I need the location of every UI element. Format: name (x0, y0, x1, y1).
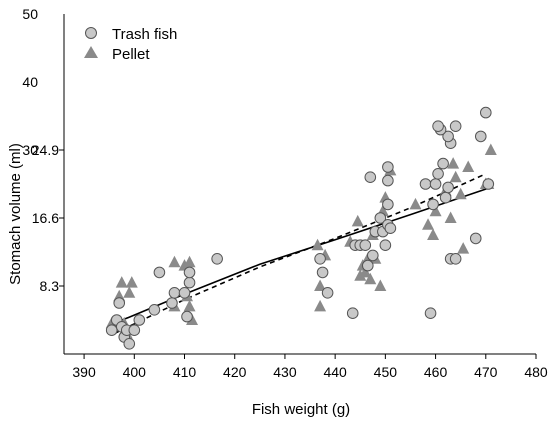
pellet-point (354, 269, 367, 281)
pellet-point (409, 197, 422, 210)
pellet-point (168, 255, 181, 268)
trash-fish-point (482, 178, 495, 190)
trash-fish-point (166, 297, 178, 309)
pellet-point (311, 238, 324, 251)
pellet-point (359, 265, 372, 278)
pellet-point (115, 276, 128, 288)
trash-fish-point (128, 324, 141, 337)
pellet-point (422, 218, 435, 230)
pellet-point (484, 143, 497, 155)
trash-fish-point (432, 168, 444, 180)
pellet-point (449, 170, 462, 183)
trash-fish-point (321, 287, 334, 299)
trash-fish-point (133, 314, 146, 326)
legend-marker-trash-fish (85, 27, 97, 39)
trash-fish-point (153, 266, 166, 279)
trash-fish-point (316, 266, 329, 279)
legend-marker-pellet (84, 46, 98, 58)
trash-fish-point (211, 252, 223, 265)
pellet-point (125, 276, 138, 288)
trash-fish-point (474, 130, 487, 143)
trash-fish-point (479, 106, 492, 119)
trash-fish-point (427, 198, 439, 211)
trash-fish-point (359, 239, 372, 251)
x-tick-label: 400 (123, 364, 147, 380)
trash-fish-point (314, 252, 326, 265)
pellet-point (351, 214, 364, 227)
trash-fish-point (419, 178, 432, 190)
trash-fish-point (123, 338, 136, 350)
legend-label-trash-fish: Trash fish (112, 26, 177, 43)
legend: Trash fish Pellet (84, 26, 177, 63)
x-tick-label: 460 (424, 364, 448, 380)
pellet-point (429, 204, 442, 217)
trash-fish-point (424, 307, 437, 320)
trash-fish-point (449, 120, 462, 132)
trash-fish-point (432, 120, 444, 132)
trash-fish-point (382, 161, 394, 173)
trash-fish-point (183, 276, 196, 289)
trash-fish-point (364, 171, 377, 183)
trash-fish-point (429, 178, 442, 190)
pellet-point (462, 160, 475, 172)
pellet-point (447, 157, 460, 169)
trash-fish-point (439, 191, 452, 204)
y-tick-label-outer: 50 (22, 6, 38, 22)
trash-fish-point (346, 307, 359, 320)
pellet-point (314, 279, 327, 291)
trash-fish-point (105, 324, 118, 337)
trash-fish-point (469, 232, 482, 245)
trash-fish-point (367, 249, 379, 262)
pellet-point (454, 187, 467, 200)
legend-label-pellet: Pellet (112, 46, 150, 63)
trash-fish-point (113, 297, 126, 309)
y-tick-label-inner: 8.3 (40, 278, 60, 294)
pellet-point (123, 286, 136, 298)
pellet-point (374, 279, 387, 291)
trash-fish-point (178, 287, 191, 299)
trash-fish-point (183, 266, 196, 279)
pellet-point (457, 242, 470, 254)
y-tick-label-inner: 24.9 (32, 142, 59, 158)
y-tick-label-inner: 16.6 (32, 210, 59, 226)
pellet-point (427, 228, 440, 240)
trash-fish-point (382, 174, 394, 187)
trash-fish-point (382, 198, 394, 211)
trash-fish-point (437, 157, 449, 170)
x-tick-label: 420 (223, 364, 247, 380)
trash-fish-point (361, 259, 374, 272)
trash-fish-point (442, 181, 454, 194)
y-tick-label-outer: 30 (22, 142, 38, 158)
pellet-point (314, 299, 327, 312)
pellet-point (183, 255, 196, 268)
trash-fish-point (379, 239, 392, 251)
y-tick-label-outer: 40 (22, 74, 38, 90)
trash-fish-point (148, 304, 161, 316)
trash-fish-point (181, 310, 193, 323)
trash-fish-point (384, 222, 397, 234)
x-tick-label: 480 (524, 364, 548, 380)
x-tick-label: 410 (173, 364, 197, 380)
trash-fish-point (374, 212, 387, 224)
pellet-point (364, 272, 377, 285)
x-tick-label: 450 (374, 364, 398, 380)
y-axis-title: Stomach volume (ml) (7, 143, 24, 285)
pellet-point (444, 211, 457, 223)
x-tick-label: 470 (474, 364, 498, 380)
trash-fish-point (442, 130, 454, 143)
pellet-point (183, 299, 196, 312)
x-tick-label: 430 (273, 364, 297, 380)
trash-fish-point (168, 287, 181, 299)
x-axis-title: Fish weight (g) (252, 401, 350, 418)
plot-area (105, 106, 497, 350)
axes: 390 400 410 420 430 440 450 460 470 480 50 40 3024.9… (22, 6, 547, 380)
trash-fish-point (449, 252, 462, 265)
x-tick-label: 440 (323, 364, 347, 380)
x-tick-label: 390 (72, 364, 96, 380)
